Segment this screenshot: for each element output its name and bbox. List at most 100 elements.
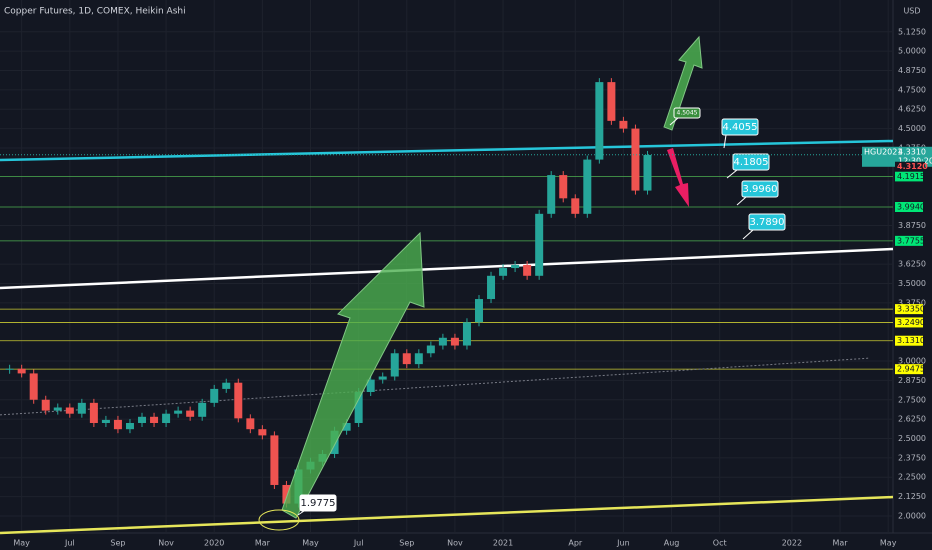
y-tick-label: 2.8750 <box>898 376 926 385</box>
candle <box>426 345 435 354</box>
candle <box>547 175 556 214</box>
level-tag <box>895 364 923 375</box>
x-tick-label: 2020 <box>204 539 224 548</box>
y-tick-label: 3.6250 <box>898 260 926 269</box>
marker-tag <box>895 161 925 172</box>
candle <box>583 159 592 214</box>
x-tick-label: 2022 <box>782 539 802 548</box>
low-circle <box>258 509 300 531</box>
y-tick-label: 4.7500 <box>898 85 926 94</box>
up-arrow <box>663 35 703 131</box>
callout-tail <box>736 196 747 206</box>
callout-label: 4.4055 <box>723 122 758 133</box>
candle <box>607 82 616 121</box>
level-tag <box>895 317 923 328</box>
level-tag <box>895 235 923 246</box>
candle <box>174 410 183 414</box>
callout-label: 4.1805 <box>734 157 769 168</box>
currency: USD <box>903 7 920 16</box>
countdown: 12:30:20 <box>898 156 932 165</box>
y-tick-label: 3.3750 <box>898 298 926 307</box>
level-tag <box>895 171 923 182</box>
y-tick-label: 5.1250 <box>898 27 926 36</box>
callout-tail <box>723 134 727 149</box>
candle <box>414 353 423 365</box>
candle <box>378 376 387 380</box>
callout-label: 3.7890 <box>750 217 785 228</box>
x-tick-label: Nov <box>158 539 174 548</box>
callout-tail <box>742 229 754 240</box>
candle <box>65 407 74 414</box>
candle <box>17 368 26 374</box>
x-tick-label: Apr <box>568 539 583 548</box>
callout-box <box>732 153 770 171</box>
candle <box>354 392 363 423</box>
trend-line <box>0 357 870 416</box>
candle <box>77 402 86 414</box>
level-label: 3.1310 <box>897 336 925 345</box>
level-label: 4.1915 <box>897 172 925 181</box>
callouts: 4.4055 4.1805 3.9960 3.7890 1.9775 4.5045 <box>297 107 786 516</box>
y-tick-label: 3.8750 <box>898 221 926 230</box>
trend-line <box>0 495 894 535</box>
candle <box>41 399 50 411</box>
callout-box <box>748 213 786 231</box>
candle <box>390 353 399 377</box>
x-tick-label: Sep <box>110 539 125 548</box>
trend-line <box>0 139 894 162</box>
candle <box>619 120 628 129</box>
candle <box>571 198 580 214</box>
y-tick-label: 4.6250 <box>898 105 926 114</box>
candle <box>474 299 483 323</box>
big-arrow <box>281 231 425 519</box>
x-tick-label: Oct <box>713 539 727 548</box>
level-tag <box>895 335 923 346</box>
y-tick-label: 4.5000 <box>898 124 926 133</box>
y-tick-label: 2.0000 <box>898 511 926 520</box>
candle <box>186 410 195 417</box>
trend-line <box>0 247 894 290</box>
candles <box>5 78 652 508</box>
symbol-label: HGU2021 <box>864 147 902 156</box>
candle <box>462 322 471 346</box>
candle <box>198 402 207 417</box>
candle <box>89 402 98 423</box>
y-tick-label: 3.0000 <box>898 357 926 366</box>
level-tag <box>895 202 923 213</box>
x-tick-label: Jun <box>616 539 630 548</box>
callout-box <box>299 494 337 512</box>
candle <box>487 275 496 300</box>
down-arrow <box>667 148 689 207</box>
y-tick-label: 4.8750 <box>898 66 926 75</box>
candle <box>234 382 243 419</box>
candle <box>523 264 532 276</box>
candle <box>113 419 122 430</box>
drawings <box>0 139 894 535</box>
candle <box>643 154 652 191</box>
callout-label: 4.5045 <box>677 110 698 117</box>
x-tick-label: Mar <box>255 539 271 548</box>
x-tick-label: May <box>302 539 319 548</box>
candle <box>450 337 459 346</box>
candle <box>222 382 231 389</box>
x-tick-label: 2021 <box>493 539 513 548</box>
y-tick-label: 2.2500 <box>898 473 926 482</box>
y-tick-label: 2.3750 <box>898 453 926 462</box>
x-tick-label: Aug <box>664 539 680 548</box>
candle <box>631 128 640 191</box>
y-tick-label: 3.5000 <box>898 279 926 288</box>
marker-label: 4.3120 <box>897 162 928 171</box>
x-tick-label: May <box>880 539 897 548</box>
x-tick-label: May <box>13 539 30 548</box>
candle <box>29 373 38 400</box>
callout-box <box>741 180 779 198</box>
level-label: 3.2490 <box>897 318 925 327</box>
candle <box>511 264 520 269</box>
candle <box>210 388 219 403</box>
callout-box <box>673 107 701 119</box>
level-tag <box>895 304 923 315</box>
callout-tail <box>297 510 305 516</box>
candle <box>270 435 279 485</box>
candle <box>125 422 134 430</box>
